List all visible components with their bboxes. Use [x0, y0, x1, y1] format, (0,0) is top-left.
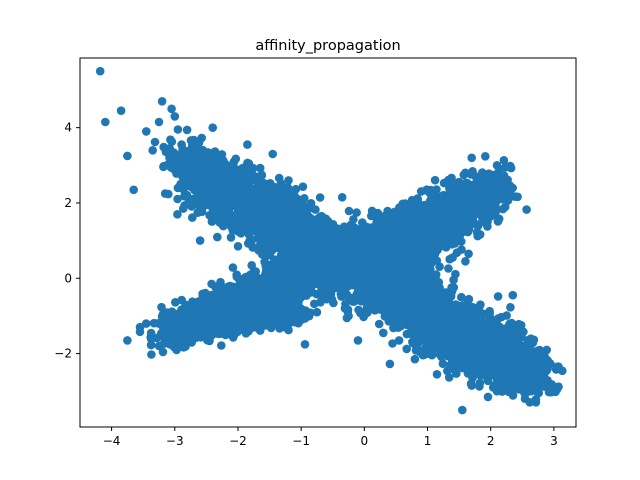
cluster-point: [522, 205, 531, 214]
cluster-point: [531, 398, 541, 407]
cluster-point: [373, 234, 383, 243]
cluster-point: [216, 282, 225, 292]
cluster-point: [315, 193, 325, 202]
cluster-point: [298, 182, 308, 191]
cluster-point: [217, 341, 226, 350]
cluster-point: [493, 292, 503, 301]
cluster-point: [224, 290, 233, 299]
cluster-point: [167, 137, 177, 146]
cluster-point: [235, 277, 245, 287]
cluster-point: [505, 319, 514, 329]
cluster-point: [497, 312, 506, 322]
cluster-point: [475, 230, 485, 239]
cluster-point: [171, 153, 181, 162]
cluster-point: [173, 210, 182, 219]
cluster-point: [352, 208, 361, 217]
cluster-point: [224, 298, 234, 308]
cluster-point: [258, 274, 268, 283]
cluster-point: [157, 302, 166, 312]
cluster-point: [177, 140, 186, 149]
cluster-point: [476, 311, 486, 321]
cluster-point: [457, 292, 466, 302]
cluster-point: [347, 226, 356, 235]
cluster-point: [258, 293, 267, 302]
cluster-point: [376, 226, 386, 235]
cluster-point: [310, 220, 320, 229]
cluster-point: [182, 125, 192, 135]
data-points: [95, 66, 567, 415]
cluster-point: [542, 345, 551, 355]
cluster-point: [367, 211, 376, 221]
cluster-point: [499, 156, 509, 165]
cluster-point: [430, 175, 440, 185]
cluster-point: [379, 216, 389, 226]
cluster-point: [191, 301, 201, 310]
cluster-point: [201, 288, 210, 298]
cluster-point: [228, 283, 237, 293]
cluster-point: [146, 328, 156, 338]
cluster-point: [413, 195, 423, 205]
cluster-point: [202, 300, 211, 309]
cluster-point: [449, 275, 458, 285]
cluster-point: [245, 288, 255, 297]
cluster-point: [228, 263, 238, 272]
cluster-point: [358, 218, 367, 227]
cluster-point: [516, 320, 526, 330]
cluster-point: [513, 192, 522, 202]
cluster-point: [146, 340, 156, 350]
cluster-point: [506, 163, 516, 173]
cluster-point: [429, 187, 439, 196]
cluster-point: [306, 213, 315, 223]
cluster-point: [475, 301, 484, 311]
cluster-point: [160, 189, 170, 198]
chart-title: affinity_propagation: [255, 38, 400, 54]
cluster-point: [506, 303, 515, 312]
cluster-point: [251, 267, 260, 276]
cluster-point: [485, 309, 495, 318]
cluster-point: [428, 195, 437, 205]
cluster-point: [481, 152, 490, 161]
cluster-point: [349, 215, 358, 224]
cluster-point: [416, 187, 426, 196]
cluster-point: [150, 137, 160, 147]
cluster-point: [523, 336, 532, 345]
cluster-point: [271, 289, 280, 299]
cluster-point: [289, 189, 299, 199]
cluster-point: [320, 227, 330, 237]
cluster-point: [147, 350, 156, 359]
cluster-point: [189, 135, 199, 145]
cluster-point: [255, 163, 265, 173]
cluster-point: [543, 376, 552, 385]
cluster-point: [247, 261, 256, 270]
cluster-point: [374, 319, 384, 329]
cluster-point: [344, 206, 354, 216]
cluster-point: [500, 202, 510, 212]
cluster-point: [141, 319, 151, 328]
cluster-point: [447, 173, 456, 183]
cluster-point: [161, 147, 171, 157]
cluster-point: [207, 279, 216, 289]
cluster-point: [390, 207, 399, 217]
